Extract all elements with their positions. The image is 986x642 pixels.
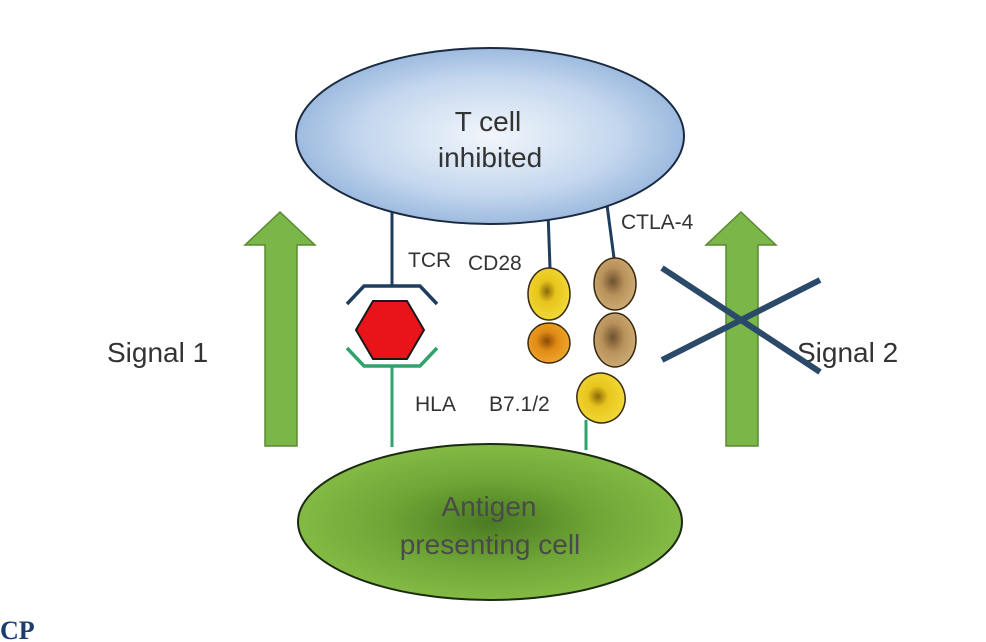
t-cell-label-line2: inhibited <box>438 142 542 173</box>
apc-label-line1: Antigen <box>442 491 537 522</box>
ctla4-stalk <box>605 204 616 259</box>
cd28-lower-domain <box>527 322 571 364</box>
ctla4-label: CTLA-4 <box>621 211 694 234</box>
corner-logo-text: CP <box>0 618 35 642</box>
t-cell <box>295 47 685 225</box>
blocked-cross-icon <box>660 265 822 375</box>
antigen-hexagon <box>354 300 426 360</box>
antigen-presenting-cell <box>297 443 683 601</box>
signal2-arrow <box>704 210 778 447</box>
apc-label-line2: presenting cell <box>400 529 581 560</box>
cd28-upper-domain <box>527 267 571 321</box>
hla-label: HLA <box>415 393 456 416</box>
signal2-label: Signal 2 <box>797 337 898 368</box>
cd28-stalk <box>546 211 552 269</box>
b7-ligand <box>576 372 626 424</box>
signal1-label: Signal 1 <box>107 337 208 368</box>
b7-label: B7.1/2 <box>489 393 550 416</box>
signal1-arrow <box>243 210 317 447</box>
cd28-label: CD28 <box>468 252 522 275</box>
ctla4-upper-domain <box>593 257 637 311</box>
t-cell-label-line1: T cell <box>455 106 521 137</box>
tcr-receptor <box>345 284 439 306</box>
tcr-label: TCR <box>408 249 451 272</box>
ctla4-lower-domain <box>593 312 637 368</box>
